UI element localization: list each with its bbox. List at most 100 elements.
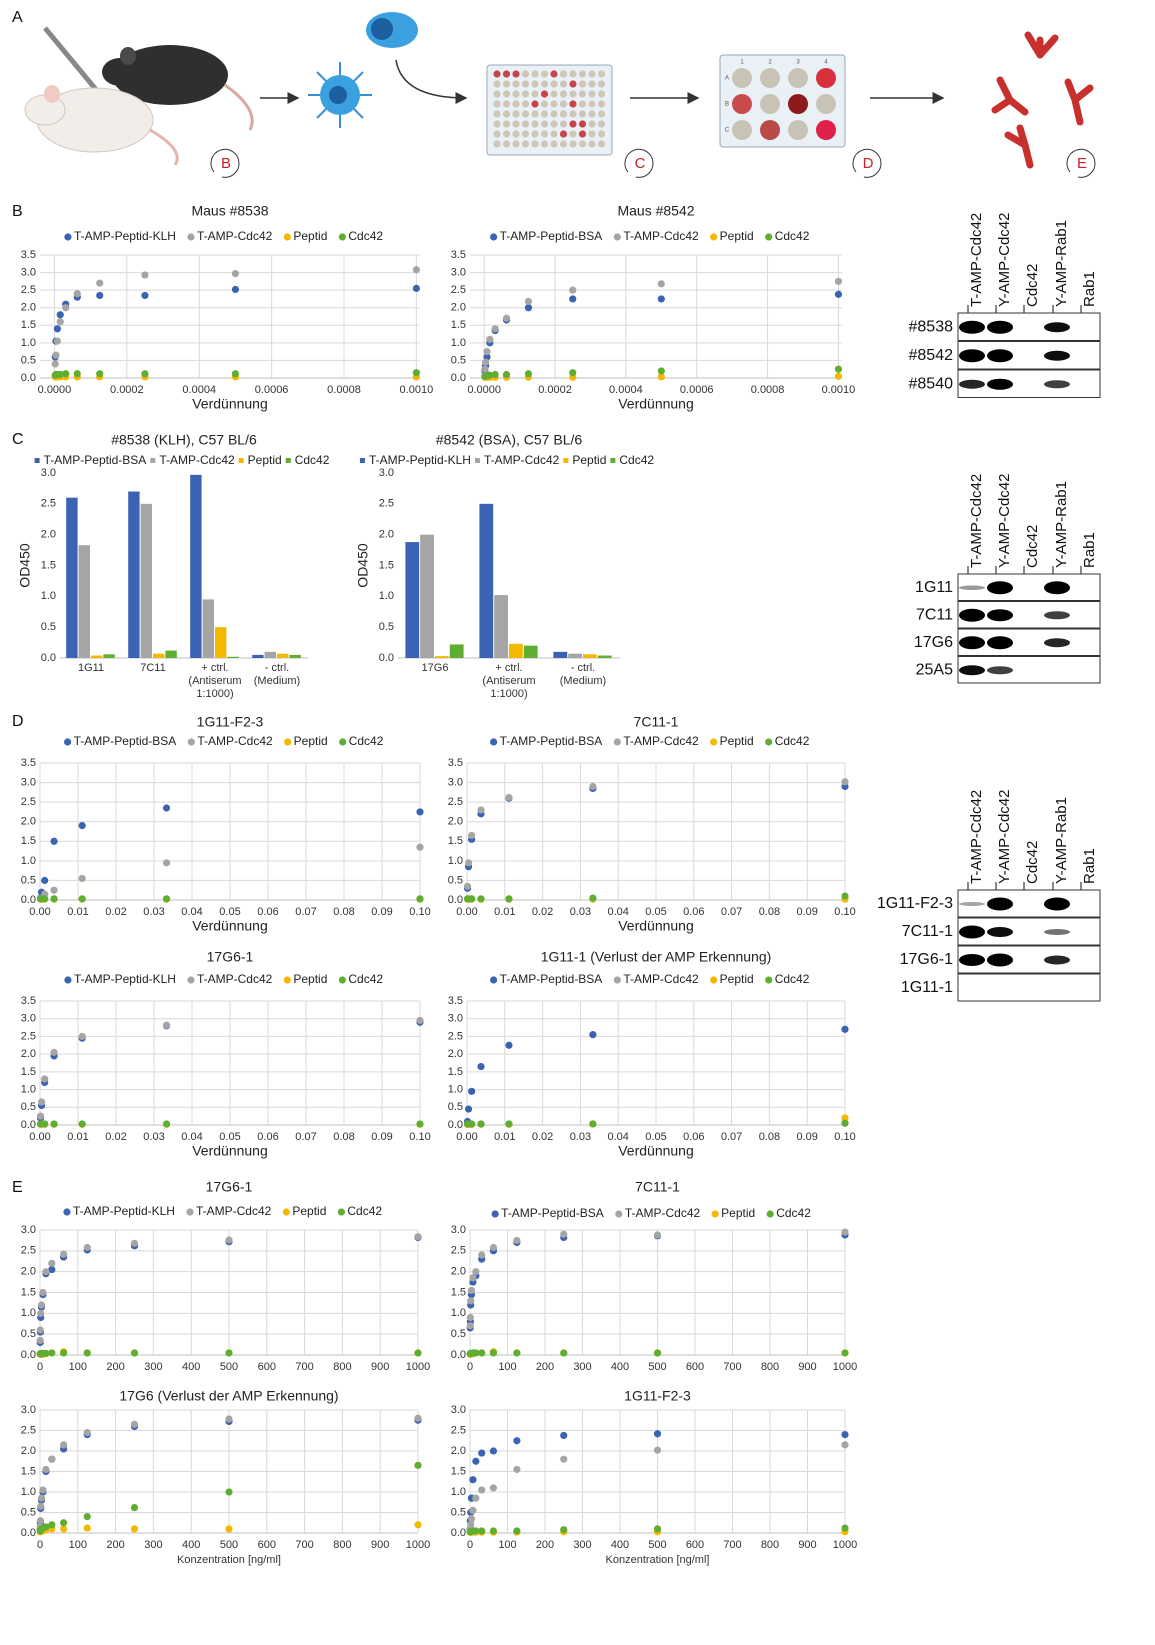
data-point <box>41 895 48 902</box>
band <box>987 636 1013 649</box>
data-point <box>478 1449 485 1456</box>
data-point <box>468 1120 475 1127</box>
y-tick-label: 1.5 <box>451 1286 466 1298</box>
band <box>1044 351 1070 361</box>
band <box>1044 581 1070 594</box>
well <box>531 110 538 117</box>
y-tick-label: 3.5 <box>448 995 463 1007</box>
legend-swatch <box>187 976 194 983</box>
x-tick-label: 7C11 <box>140 662 165 674</box>
blot-column-label: Rab1 <box>1081 532 1098 568</box>
well <box>522 80 529 87</box>
x-tick-label: 500 <box>220 1361 238 1373</box>
x-axis-label: Verdünnung <box>192 918 268 934</box>
legend-label: T-AMP-Cdc42 <box>625 1206 701 1220</box>
x-tick-label: 0.03 <box>143 906 164 918</box>
well <box>493 140 500 147</box>
data-point <box>79 895 86 902</box>
x-tick-label: 0.0008 <box>327 384 361 396</box>
well <box>579 100 586 107</box>
well <box>588 110 595 117</box>
panel-label: D <box>12 713 24 730</box>
data-point <box>654 1447 661 1454</box>
blot-column-label: Cdc42 <box>1024 525 1041 568</box>
legend-label: Peptid <box>293 229 327 243</box>
well <box>598 70 605 77</box>
blot-column-label: Y-AMP-Rab1 <box>1053 220 1070 307</box>
bar <box>227 657 238 658</box>
data-point <box>841 778 848 785</box>
well <box>541 140 548 147</box>
y-tick-label: 0.5 <box>451 1506 466 1518</box>
y-tick-label: 2.0 <box>448 816 463 828</box>
x-tick-label: 0.08 <box>333 906 354 918</box>
data-point <box>492 325 499 332</box>
y-tick-label: 2.0 <box>448 1048 463 1060</box>
legend-swatch <box>338 1208 345 1215</box>
bar <box>252 655 263 658</box>
x-tick-label: 900 <box>371 1539 389 1551</box>
legend: T-AMP-Peptid-KLHT-AMP-Cdc42PeptidCdc42 <box>64 229 383 243</box>
data-point <box>658 295 665 302</box>
x-tick-label: 900 <box>798 1361 816 1373</box>
data-point <box>486 336 493 343</box>
legend-swatch <box>710 233 717 240</box>
well <box>512 130 519 137</box>
bar <box>203 599 214 658</box>
band <box>1044 898 1070 911</box>
x-tick-label: 1000 <box>406 1539 430 1551</box>
well <box>531 100 538 107</box>
data-point <box>841 1524 848 1531</box>
x-tick-label: 17G6 <box>422 662 449 674</box>
x-tick-label: 0 <box>37 1361 43 1373</box>
bar <box>420 535 434 658</box>
legend: T-AMP-Peptid-BSAT-AMP-Cdc42PeptidCdc42 <box>490 972 810 986</box>
y-tick-label: 2.5 <box>379 498 394 510</box>
well <box>550 90 557 97</box>
data-point <box>490 1527 497 1534</box>
x-tick-label: + ctrl.(Antiserum1:1000) <box>482 662 535 700</box>
x-tick-label: 0.01 <box>67 906 88 918</box>
arrow <box>396 60 466 98</box>
y-tick-label: 1.5 <box>451 319 466 331</box>
data-point <box>57 311 64 318</box>
blot-column-label: Y-AMP-Cdc42 <box>996 474 1013 568</box>
y-tick-label: 1.0 <box>41 590 56 602</box>
data-point <box>468 1287 475 1294</box>
x-tick-label: 0.08 <box>333 1131 354 1143</box>
legend-label: T-AMP-Cdc42 <box>623 734 699 748</box>
data-point <box>131 1504 138 1511</box>
data-point <box>41 1075 48 1082</box>
blot-row-label: 1G11 <box>915 579 953 596</box>
y-tick-label: 1.0 <box>451 337 466 349</box>
x-tick-label: 1000 <box>406 1361 430 1373</box>
data-point <box>467 1314 474 1321</box>
y-tick-label: 1.5 <box>451 1465 466 1477</box>
y-tick-label: 1.0 <box>448 855 463 867</box>
data-point <box>163 1021 170 1028</box>
data-point <box>37 1326 44 1333</box>
legend-label: T-AMP-Peptid-BSA <box>500 972 603 986</box>
x-tick-label: 200 <box>536 1539 554 1551</box>
x-tick-label: 0.0010 <box>400 384 434 396</box>
legend: T-AMP-Peptid-KLHT-AMP-Cdc42PeptidCdc42 <box>63 1204 382 1218</box>
y-tick-label: 3.5 <box>21 995 36 1007</box>
data-point <box>569 369 576 376</box>
plate-row: B <box>725 102 729 108</box>
data-point <box>658 367 665 374</box>
x-tick-label: 1000 <box>833 1361 857 1373</box>
bar <box>494 595 508 658</box>
well <box>550 110 557 117</box>
data-point <box>560 1456 567 1463</box>
bar <box>128 492 139 659</box>
data-point <box>503 315 510 322</box>
legend-swatch <box>615 1210 622 1217</box>
well <box>531 80 538 87</box>
well <box>588 80 595 87</box>
x-tick-label: 0.00 <box>456 1131 477 1143</box>
black-mouse-ear <box>120 47 136 65</box>
data-point <box>131 1525 138 1532</box>
white-mouse-ear <box>44 85 60 103</box>
y-tick-label: 2.0 <box>21 816 36 828</box>
x-tick-label: 0.02 <box>105 1131 126 1143</box>
